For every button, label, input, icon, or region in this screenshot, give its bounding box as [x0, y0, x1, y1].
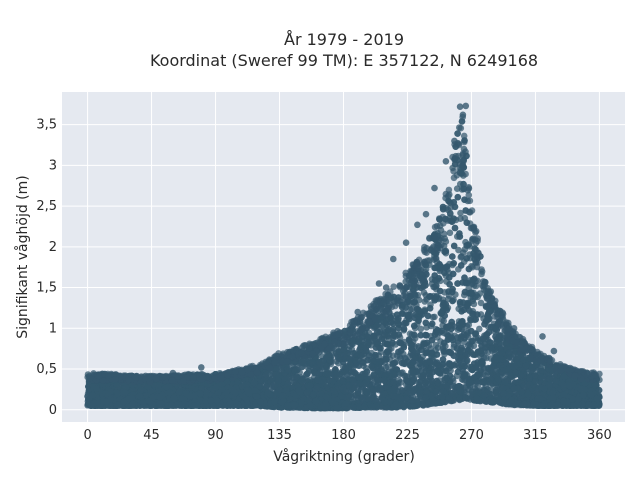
- data-point: [432, 341, 440, 349]
- data-point: [446, 229, 454, 237]
- chart-title: År 1979 - 2019: [284, 30, 404, 49]
- data-point: [470, 300, 478, 308]
- chart-subtitle: Koordinat (Sweref 99 TM): E 357122, N 62…: [150, 51, 538, 70]
- data-point: [476, 325, 483, 333]
- data-points: [84, 102, 603, 412]
- data-point: [417, 325, 425, 333]
- data-point: [440, 317, 448, 325]
